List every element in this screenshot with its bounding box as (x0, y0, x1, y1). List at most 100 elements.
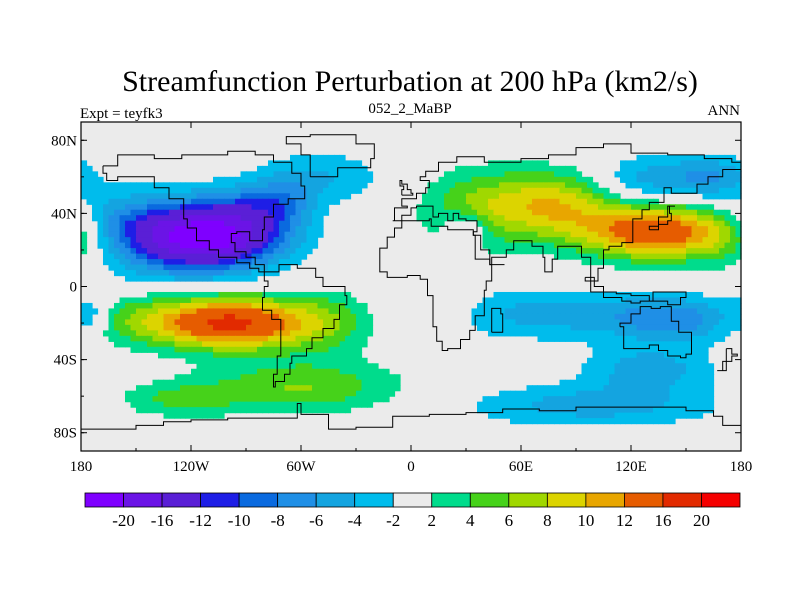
field-cell (224, 363, 231, 370)
field-cell (664, 204, 671, 211)
field-cell (306, 215, 313, 222)
field-cell (642, 418, 649, 425)
field-cell (174, 242, 181, 249)
field-cell (559, 165, 566, 172)
field-cell (301, 390, 308, 397)
field-cell (515, 171, 522, 178)
field-cell (312, 368, 319, 375)
field-cell (257, 363, 264, 370)
field-cell (290, 259, 297, 266)
field-cell (642, 176, 649, 183)
field-cell (290, 363, 297, 370)
field-cell (174, 231, 181, 238)
field-cell (636, 352, 643, 359)
field-cell (169, 253, 176, 260)
field-cell (647, 412, 654, 419)
field-cell (482, 220, 489, 227)
field-cell (559, 193, 566, 200)
field-cell (565, 165, 572, 172)
field-cell (680, 291, 687, 299)
field-cell (224, 204, 231, 211)
field-cell (290, 297, 297, 304)
field-cell (708, 308, 715, 315)
field-cell (691, 242, 698, 249)
field-cell (268, 165, 275, 172)
field-cell (576, 215, 583, 222)
field-cell (444, 187, 451, 194)
field-cell (581, 193, 588, 200)
field-cell (185, 242, 192, 249)
field-cell (180, 182, 187, 189)
field-cell (334, 352, 341, 359)
field-cell (680, 182, 687, 189)
field-cell (345, 302, 352, 310)
field-cell (136, 220, 143, 227)
field-cell (576, 385, 583, 392)
field-cell (141, 220, 148, 227)
field-cell (691, 335, 698, 342)
field-cell (620, 204, 627, 211)
field-cell (290, 209, 297, 216)
field-cell (664, 412, 671, 419)
field-cell (306, 396, 313, 403)
field-cell (653, 346, 660, 353)
field-cell (251, 259, 258, 266)
field-cell (499, 226, 506, 233)
field-cell (224, 335, 231, 342)
field-cell (543, 313, 550, 320)
field-cell (191, 297, 198, 304)
field-cell (174, 209, 181, 216)
field-cell (686, 330, 693, 337)
field-cell (97, 226, 104, 233)
field-cell (262, 209, 269, 216)
field-cell (570, 187, 577, 194)
field-cell (493, 215, 500, 222)
field-cell (213, 215, 220, 222)
field-cell (180, 253, 187, 260)
field-cell (218, 226, 225, 233)
field-cell (273, 187, 280, 194)
field-cell (488, 412, 495, 419)
field-cell (614, 352, 621, 359)
field-cell (664, 374, 671, 381)
field-cell (702, 193, 709, 200)
field-cell (603, 226, 610, 233)
field-cell (565, 204, 572, 211)
field-cell (708, 176, 715, 183)
field-cell (334, 407, 341, 414)
field-cell (515, 418, 522, 425)
field-cell (257, 231, 264, 238)
field-cell (625, 182, 632, 189)
field-cell (185, 270, 192, 277)
field-cell (504, 176, 511, 183)
field-cell (664, 418, 671, 425)
field-cell (213, 264, 220, 271)
field-cell (301, 165, 308, 172)
field-cell (361, 165, 368, 172)
field-cell (229, 291, 236, 299)
field-cell (152, 253, 159, 260)
field-cell (592, 237, 599, 244)
field-cell (603, 374, 610, 381)
field-cell (218, 324, 225, 331)
field-cell (213, 220, 220, 227)
field-cell (257, 335, 264, 342)
field-cell (515, 209, 522, 216)
field-cell (229, 253, 236, 260)
field-cell (251, 248, 258, 255)
field-cell (576, 324, 583, 331)
field-cell (691, 165, 698, 172)
field-cell (592, 297, 599, 304)
field-cell (251, 302, 258, 310)
field-cell (213, 187, 220, 194)
field-cell (691, 352, 698, 359)
field-cell (295, 193, 302, 200)
field-cell (361, 302, 368, 310)
field-cell (306, 390, 313, 397)
field-cell (251, 313, 258, 320)
field-cell (213, 302, 220, 310)
field-cell (548, 390, 555, 397)
field-cell (361, 182, 368, 189)
field-cell (691, 182, 698, 189)
field-cell (543, 330, 550, 337)
